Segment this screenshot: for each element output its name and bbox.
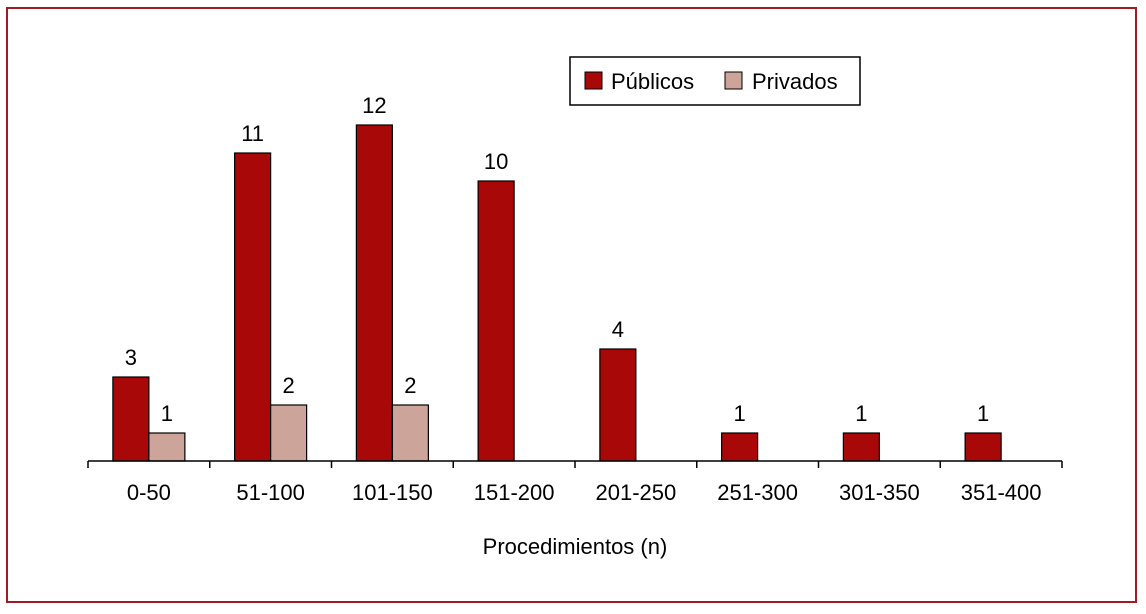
bar-publicos-301-350 [842,432,880,462]
value-label-privados-101-150: 2 [404,373,416,398]
legend-swatch-publicos [584,71,603,90]
bar-publicos-251-300 [721,432,759,462]
bar-publicos-151-200 [477,180,515,462]
x-tick-label: 151-200 [474,480,555,505]
bar-publicos-101-150 [355,124,393,462]
bar-privados-101-150 [391,404,429,462]
x-tick-label: 251-300 [717,480,798,505]
legend-label-publicos: Públicos [611,69,694,94]
bar-publicos-201-250 [599,348,637,462]
value-label-privados-0-50: 1 [161,401,173,426]
value-label-publicos-151-200: 10 [484,149,508,174]
value-label-publicos-351-400: 1 [977,401,989,426]
x-tick-label: 301-350 [839,480,920,505]
x-tick-label: 51-100 [236,480,305,505]
x-axis-title: Procedimientos (n) [483,534,668,559]
bar-publicos-0-50 [112,376,150,462]
bar-publicos-51-100 [234,152,272,462]
bar-privados-51-100 [270,404,308,462]
value-label-publicos-101-150: 12 [362,93,386,118]
value-label-publicos-251-300: 1 [734,401,746,426]
legend: Públicos Privados [569,56,861,106]
bar-publicos-351-400 [964,432,1002,462]
x-tick-label: 351-400 [961,480,1042,505]
chart-frame [6,7,1137,603]
value-label-publicos-301-350: 1 [855,401,867,426]
legend-label-privados: Privados [752,69,838,94]
x-tick-label: 201-250 [596,480,677,505]
bars-group [112,124,1002,462]
x-ticks-group [87,461,1063,468]
x-tick-label: 0-50 [127,480,171,505]
value-label-publicos-0-50: 3 [125,345,137,370]
value-label-publicos-201-250: 4 [612,317,624,342]
value-label-privados-51-100: 2 [283,373,295,398]
bar-privados-0-50 [148,432,186,462]
legend-swatch-privados [724,71,743,90]
legend-box [569,56,861,106]
value-label-publicos-51-100: 11 [241,121,264,146]
x-tick-labels-group: 0-50 51-100 101-150 151-200 201-250 251-300 30… [127,480,1042,505]
x-tick-label: 101-150 [352,480,433,505]
